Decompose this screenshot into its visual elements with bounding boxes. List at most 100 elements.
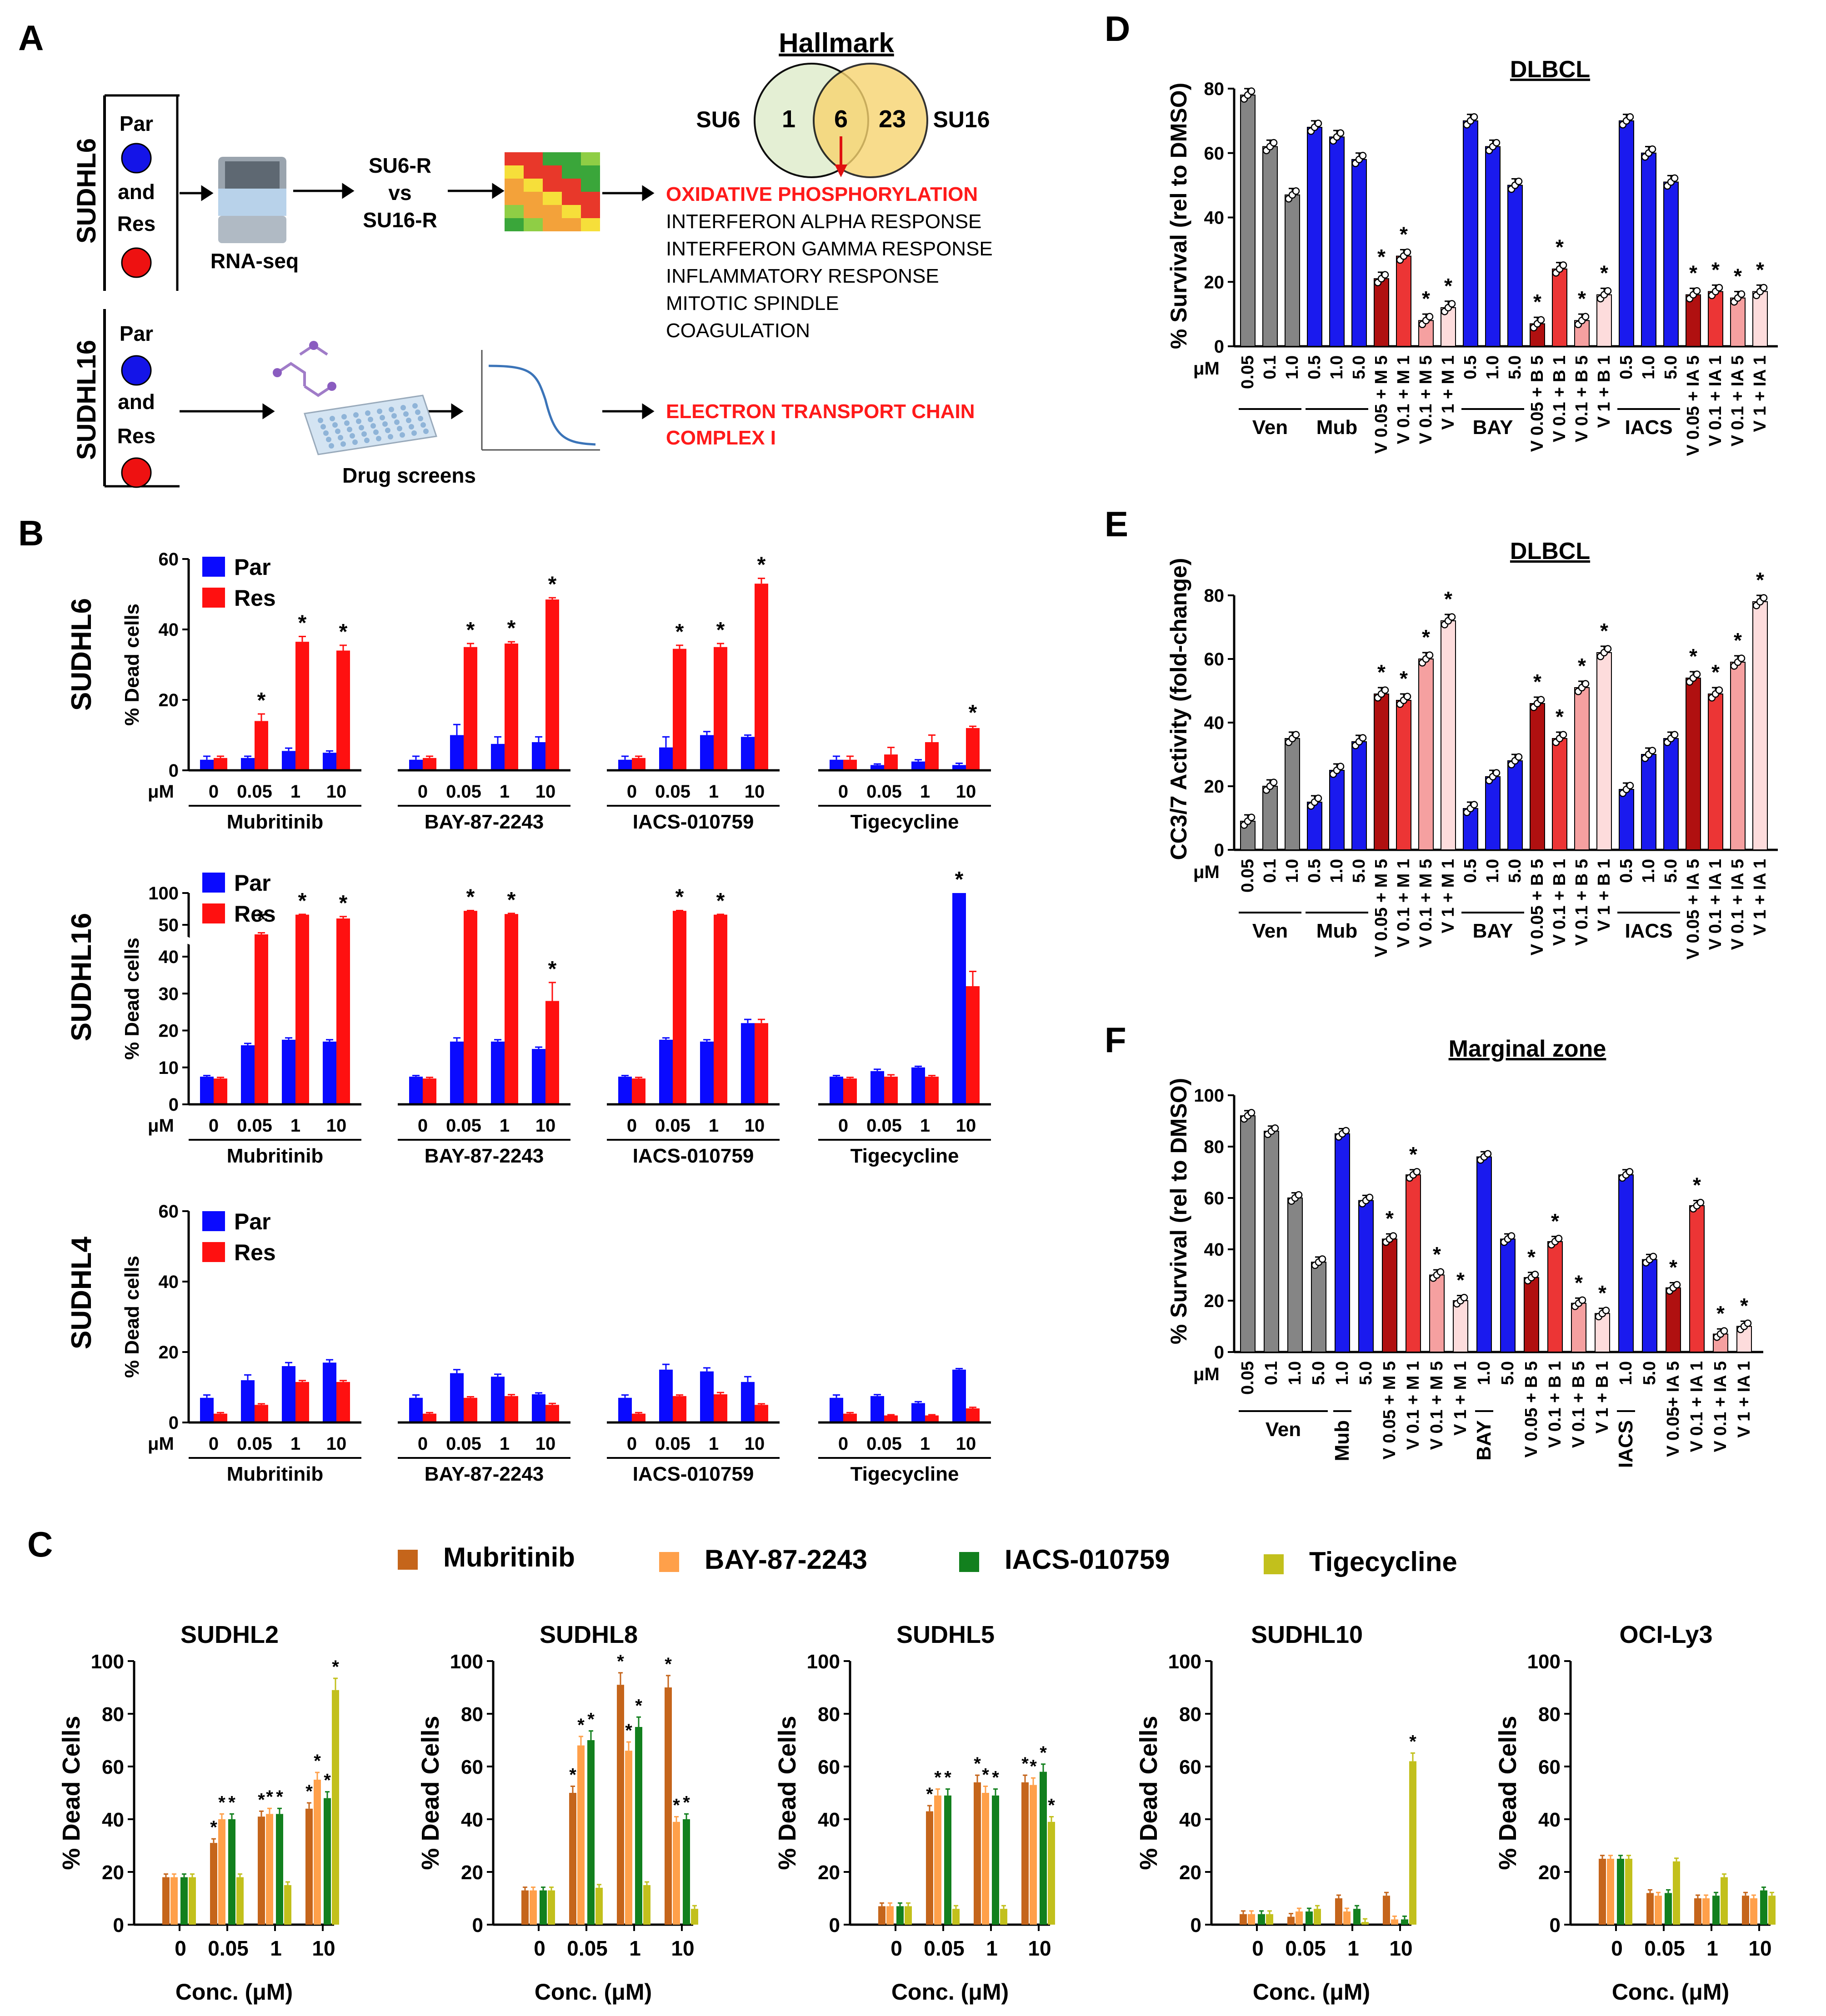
bar — [1406, 1174, 1421, 1352]
heatmap-cell — [581, 152, 600, 165]
data-point — [1626, 782, 1634, 789]
bar-res — [673, 649, 686, 770]
x-tick-label: 1.0 — [1475, 1361, 1494, 1385]
bar-mubritinib — [1599, 1859, 1606, 1925]
group-label: IACS — [1615, 1420, 1637, 1468]
y-tick-label: 40 — [1204, 1240, 1225, 1260]
bar-tigecycline — [1721, 1877, 1728, 1925]
drug-label: IACS-010759 — [633, 1463, 754, 1485]
dose-label: 1 — [920, 1434, 930, 1454]
bar-res — [966, 986, 980, 1104]
plate-well — [332, 422, 338, 428]
group-label: Mub — [1331, 1420, 1353, 1461]
bar-par — [741, 1382, 755, 1422]
y-axis-label: % Dead Cells — [58, 1716, 85, 1870]
bar — [1752, 601, 1768, 850]
x-tick-label: 1.0 — [1327, 355, 1346, 379]
bar-iacs — [1712, 1896, 1720, 1925]
y-tick-label: 80 — [1204, 586, 1225, 606]
bar-par — [830, 1077, 843, 1104]
data-point — [1559, 261, 1567, 269]
y-tick-label: 80 — [1204, 1137, 1225, 1157]
plate-well — [365, 410, 370, 416]
bar-bay — [1607, 1859, 1614, 1925]
x-tick-label: 10 — [671, 1936, 694, 1960]
plate-well — [350, 433, 355, 439]
row2-and: and — [118, 390, 155, 414]
plate-well — [394, 419, 400, 425]
bar-par — [491, 744, 505, 770]
y-tick-label: 100 — [91, 1651, 124, 1673]
dose-label: 1 — [500, 782, 510, 802]
bar-res — [925, 1415, 939, 1422]
y-tick-label: 60 — [461, 1756, 483, 1778]
bar — [1663, 738, 1679, 850]
group-label: BAY — [1473, 416, 1513, 439]
bar-par — [200, 759, 214, 770]
significance-star: * — [228, 1792, 235, 1812]
heatmap-cell — [543, 152, 562, 165]
x-tick-label: V 0.05 + M 5 — [1372, 859, 1391, 958]
venn-right-n: 23 — [879, 105, 906, 133]
plate-well — [338, 435, 343, 440]
bar-res — [843, 1413, 857, 1422]
x-tick-label: 0.05 — [1238, 859, 1257, 893]
bar — [1476, 1156, 1492, 1353]
panel-c-label: C — [27, 1524, 53, 1564]
venn-diagram: Hallmark SU6 SU16 1 6 23 — [696, 28, 990, 178]
data-point — [1581, 680, 1590, 688]
dose-label: 10 — [745, 1116, 765, 1136]
x-tick-label: 10 — [1748, 1936, 1771, 1960]
x-tick-label: V 1 + M 1 — [1439, 859, 1458, 933]
x-tick-label: V 0.05 + B 5 — [1522, 1361, 1541, 1457]
significance-star: * — [1575, 1271, 1583, 1294]
dose-label: 0.05 — [655, 1116, 690, 1136]
y-tick-label: 0 — [169, 761, 179, 781]
drug-label: BAY-87-2243 — [425, 811, 544, 833]
legend-mubritinib: Mubritinib — [443, 1542, 575, 1572]
bar-par — [911, 1403, 925, 1422]
significance-star: * — [314, 1751, 321, 1771]
bar — [1441, 307, 1456, 347]
significance-star: * — [1400, 222, 1408, 246]
bar-res — [632, 1413, 645, 1422]
bar-par — [409, 759, 423, 770]
y-tick-label: 20 — [102, 1861, 124, 1884]
drug-label: BAY-87-2243 — [425, 1145, 544, 1167]
bar-tigecycline — [1266, 1914, 1273, 1925]
plate-well — [418, 416, 423, 421]
significance-star: * — [587, 1710, 595, 1730]
x-tick-label: V 0.1 + M 1 — [1394, 859, 1413, 948]
data-point — [1671, 174, 1679, 182]
dose-label: 1 — [709, 1434, 719, 1454]
data-point — [1470, 113, 1478, 121]
x-tick-label: 0.5 — [1305, 355, 1324, 379]
x-tick-label: 1 — [1347, 1936, 1359, 1960]
bar-par — [870, 765, 884, 770]
bar-iacs — [587, 1740, 595, 1925]
data-point — [1715, 284, 1723, 292]
significance-star: * — [1456, 1268, 1465, 1292]
x-tick-label: V 0.1 + B 1 — [1546, 1361, 1565, 1448]
venn-title: Hallmark — [779, 28, 894, 58]
data-point — [1693, 287, 1701, 295]
y-tick-label: 60 — [1179, 1756, 1201, 1778]
dose-label: 0 — [627, 782, 637, 802]
significance-star: * — [1669, 1255, 1677, 1279]
y-tick-label: 20 — [159, 1021, 179, 1041]
bar-tigecycline — [236, 1877, 244, 1925]
unit-label: μM — [1193, 359, 1220, 379]
significance-star: * — [339, 620, 348, 644]
panel-d: D DLBCL % Survival (rel to DMSO) 0 20 40 60… — [1105, 9, 1778, 456]
plate-well — [329, 443, 334, 449]
bar-tigecycline — [691, 1909, 698, 1925]
significance-star: * — [926, 1784, 933, 1804]
x-tick-label: V 0.1 + IA 5 — [1728, 859, 1747, 950]
bar-iacs — [1760, 1890, 1767, 1925]
row1-res: Res — [117, 212, 155, 235]
dose-label: 10 — [326, 1434, 347, 1454]
significance-star: * — [507, 616, 516, 640]
x-tick-label: V 0.1 + B 5 — [1572, 355, 1591, 442]
data-point — [1626, 1168, 1634, 1176]
plate-well — [373, 429, 379, 435]
